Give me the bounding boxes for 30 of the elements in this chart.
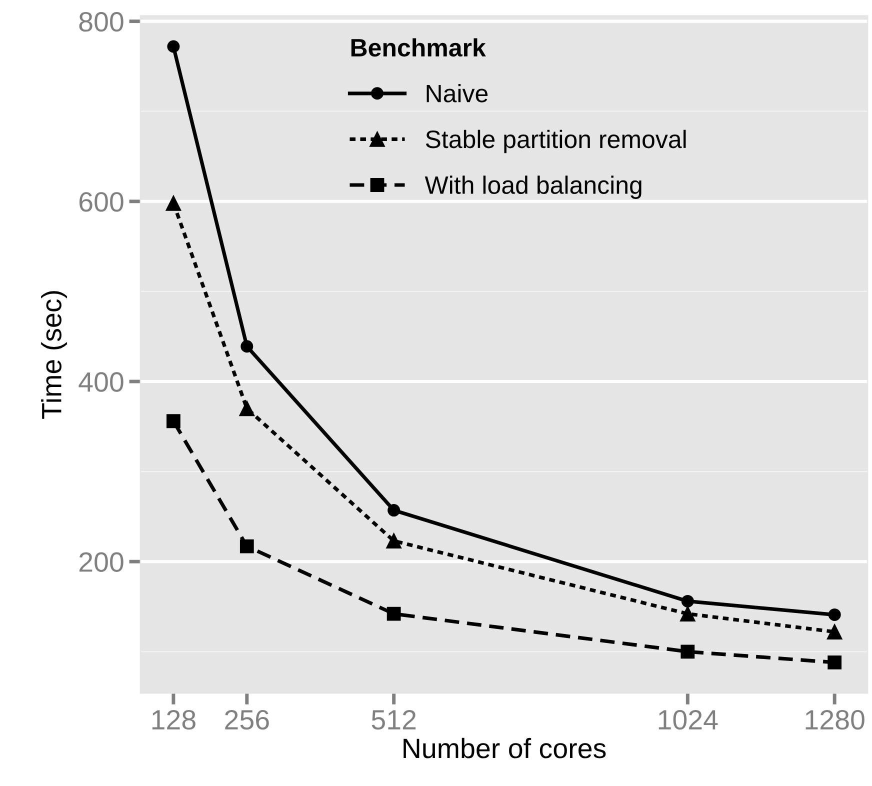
x-tick-label: 1024 [658,710,718,730]
point [239,400,255,416]
point [680,644,695,659]
point [240,539,254,554]
point [828,656,842,670]
point [166,196,182,211]
point [240,340,254,353]
x-tick-label: 512 [372,710,416,730]
point [828,608,841,621]
y-tick-label: 600 [79,192,124,212]
legend-title: Benchmark [351,38,486,57]
y-tick-label: 200 [79,552,124,572]
point [167,40,180,53]
x-tick-label: 128 [152,710,196,730]
y-tick-label: 800 [79,12,124,32]
y-tick-label: 400 [78,372,124,392]
point [386,533,402,549]
x-axis-title: Number of cores [404,738,606,758]
legend-label: Stable partition removal [426,130,686,154]
point [680,606,696,622]
legend-label: With load balancing [424,176,642,199]
x-tick-label: 1280 [806,710,864,730]
x-tick-label: 256 [225,710,269,730]
point [386,606,401,621]
point [826,624,842,640]
legend-label: Naive [426,84,488,102]
point [681,594,694,608]
point [388,504,400,517]
y-axis-title: Time (sec) [41,291,67,419]
point [166,414,180,428]
